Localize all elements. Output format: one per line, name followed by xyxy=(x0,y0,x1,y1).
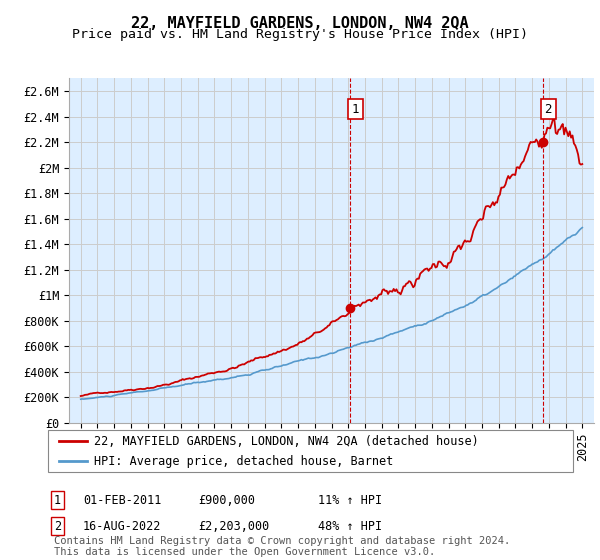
Text: Contains HM Land Registry data © Crown copyright and database right 2024.
This d: Contains HM Land Registry data © Crown c… xyxy=(54,535,510,557)
Text: 22, MAYFIELD GARDENS, LONDON, NW4 2QA (detached house): 22, MAYFIELD GARDENS, LONDON, NW4 2QA (d… xyxy=(94,435,479,448)
Text: HPI: Average price, detached house, Barnet: HPI: Average price, detached house, Barn… xyxy=(94,455,394,468)
Text: 11% ↑ HPI: 11% ↑ HPI xyxy=(318,493,382,507)
Text: Price paid vs. HM Land Registry's House Price Index (HPI): Price paid vs. HM Land Registry's House … xyxy=(72,28,528,41)
Text: 22, MAYFIELD GARDENS, LONDON, NW4 2QA: 22, MAYFIELD GARDENS, LONDON, NW4 2QA xyxy=(131,16,469,31)
Text: 16-AUG-2022: 16-AUG-2022 xyxy=(83,520,161,533)
Text: 2: 2 xyxy=(54,520,61,533)
Text: £2,203,000: £2,203,000 xyxy=(198,520,269,533)
Text: 48% ↑ HPI: 48% ↑ HPI xyxy=(318,520,382,533)
Text: 2: 2 xyxy=(544,102,552,115)
Text: 1: 1 xyxy=(54,493,61,507)
FancyBboxPatch shape xyxy=(48,430,573,472)
Text: 1: 1 xyxy=(351,102,359,115)
Text: 01-FEB-2011: 01-FEB-2011 xyxy=(83,493,161,507)
Text: £900,000: £900,000 xyxy=(198,493,255,507)
